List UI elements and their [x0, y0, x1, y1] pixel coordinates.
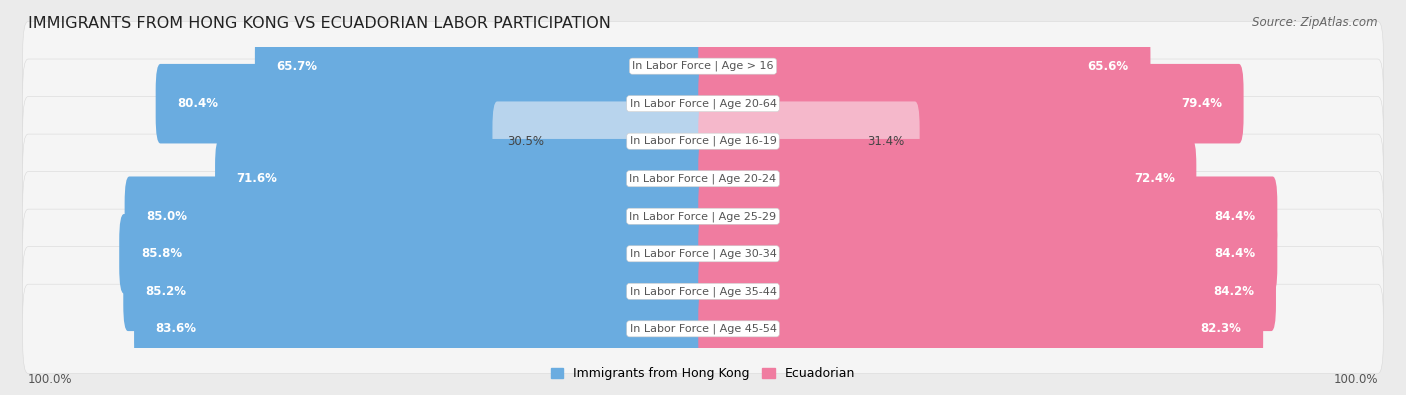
- FancyBboxPatch shape: [699, 214, 1277, 293]
- FancyBboxPatch shape: [699, 139, 1197, 218]
- FancyBboxPatch shape: [125, 177, 707, 256]
- FancyBboxPatch shape: [699, 177, 1277, 256]
- FancyBboxPatch shape: [254, 26, 707, 106]
- Text: Source: ZipAtlas.com: Source: ZipAtlas.com: [1253, 16, 1378, 29]
- Text: 65.7%: 65.7%: [277, 60, 318, 73]
- Text: IMMIGRANTS FROM HONG KONG VS ECUADORIAN LABOR PARTICIPATION: IMMIGRANTS FROM HONG KONG VS ECUADORIAN …: [28, 16, 612, 31]
- Text: 30.5%: 30.5%: [508, 135, 544, 148]
- FancyBboxPatch shape: [156, 64, 707, 143]
- Text: 79.4%: 79.4%: [1181, 97, 1222, 110]
- Text: 84.4%: 84.4%: [1215, 210, 1256, 223]
- FancyBboxPatch shape: [22, 21, 1384, 111]
- Text: In Labor Force | Age 45-54: In Labor Force | Age 45-54: [630, 324, 776, 334]
- Text: In Labor Force | Age > 16: In Labor Force | Age > 16: [633, 61, 773, 71]
- Text: In Labor Force | Age 35-44: In Labor Force | Age 35-44: [630, 286, 776, 297]
- Text: 71.6%: 71.6%: [236, 172, 277, 185]
- FancyBboxPatch shape: [22, 59, 1384, 149]
- Text: 82.3%: 82.3%: [1201, 322, 1241, 335]
- FancyBboxPatch shape: [22, 134, 1384, 224]
- Legend: Immigrants from Hong Kong, Ecuadorian: Immigrants from Hong Kong, Ecuadorian: [551, 367, 855, 380]
- FancyBboxPatch shape: [699, 102, 920, 181]
- Text: 85.8%: 85.8%: [141, 247, 181, 260]
- Text: 85.0%: 85.0%: [146, 210, 187, 223]
- Text: 72.4%: 72.4%: [1133, 172, 1175, 185]
- Text: 84.4%: 84.4%: [1215, 247, 1256, 260]
- FancyBboxPatch shape: [699, 289, 1263, 369]
- Text: 100.0%: 100.0%: [1333, 373, 1378, 386]
- Text: In Labor Force | Age 16-19: In Labor Force | Age 16-19: [630, 136, 776, 147]
- FancyBboxPatch shape: [699, 252, 1277, 331]
- FancyBboxPatch shape: [120, 214, 707, 293]
- Text: 65.6%: 65.6%: [1088, 60, 1129, 73]
- Text: In Labor Force | Age 20-24: In Labor Force | Age 20-24: [630, 173, 776, 184]
- FancyBboxPatch shape: [134, 289, 707, 369]
- FancyBboxPatch shape: [22, 246, 1384, 336]
- Text: 85.2%: 85.2%: [145, 285, 186, 298]
- FancyBboxPatch shape: [22, 171, 1384, 261]
- Text: 83.6%: 83.6%: [156, 322, 197, 335]
- FancyBboxPatch shape: [699, 26, 1150, 106]
- Text: 80.4%: 80.4%: [177, 97, 218, 110]
- FancyBboxPatch shape: [492, 102, 707, 181]
- FancyBboxPatch shape: [215, 139, 707, 218]
- Text: In Labor Force | Age 25-29: In Labor Force | Age 25-29: [630, 211, 776, 222]
- Text: In Labor Force | Age 20-64: In Labor Force | Age 20-64: [630, 98, 776, 109]
- FancyBboxPatch shape: [22, 284, 1384, 374]
- FancyBboxPatch shape: [124, 252, 707, 331]
- FancyBboxPatch shape: [699, 64, 1243, 143]
- FancyBboxPatch shape: [22, 209, 1384, 299]
- FancyBboxPatch shape: [22, 96, 1384, 186]
- Text: 31.4%: 31.4%: [868, 135, 905, 148]
- Text: In Labor Force | Age 30-34: In Labor Force | Age 30-34: [630, 248, 776, 259]
- Text: 100.0%: 100.0%: [28, 373, 73, 386]
- Text: 84.2%: 84.2%: [1213, 285, 1254, 298]
